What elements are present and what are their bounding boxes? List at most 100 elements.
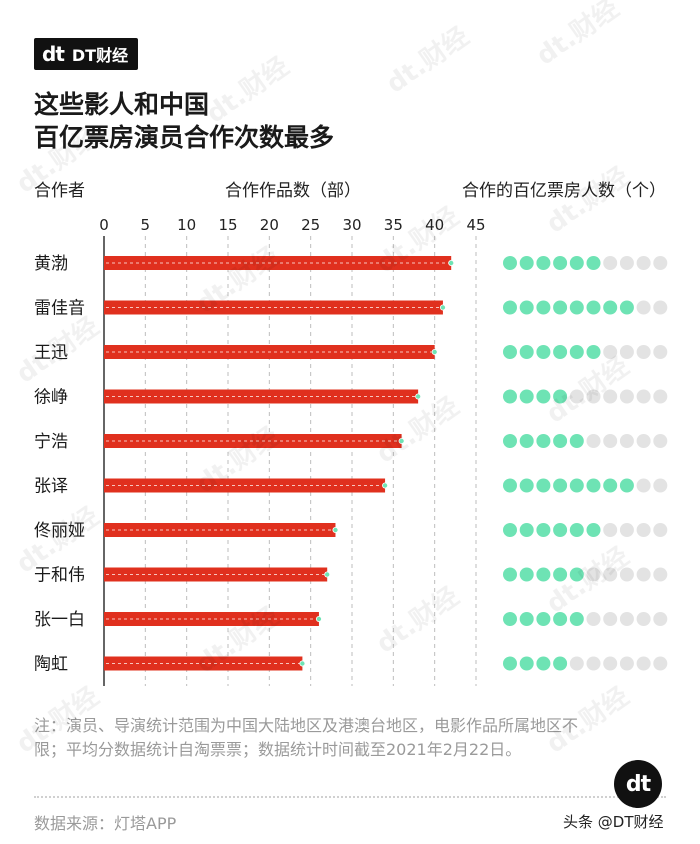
star-count-dot xyxy=(636,567,651,582)
star-count-dot xyxy=(586,567,601,582)
star-count-dot xyxy=(536,256,551,270)
star-count-dot xyxy=(653,612,668,626)
bar-end-marker xyxy=(439,304,446,311)
star-count-dot xyxy=(536,345,551,359)
star-count-dot xyxy=(586,256,601,270)
star-count-dot xyxy=(653,478,668,493)
star-count-dot xyxy=(636,345,651,359)
star-count-dot xyxy=(519,478,534,493)
star-count-dot xyxy=(619,612,634,626)
bar xyxy=(104,300,443,315)
star-count-dot xyxy=(636,434,651,448)
star-count-dot xyxy=(503,389,517,404)
star-count-dot xyxy=(603,567,618,582)
bar-end-marker xyxy=(398,437,405,444)
brand-mark: dt xyxy=(42,42,65,66)
category-label: 张译 xyxy=(34,477,68,497)
star-count-dot xyxy=(653,523,668,537)
brand-logo: dt DT财经 xyxy=(34,38,139,70)
star-count-dot xyxy=(503,300,517,315)
star-count-dot xyxy=(636,523,651,537)
star-count-dot xyxy=(519,523,534,537)
star-count-dot xyxy=(586,300,601,315)
star-count-dot xyxy=(586,434,601,448)
star-count-dot xyxy=(536,434,551,448)
star-count-dot xyxy=(603,656,618,671)
x-tick-label: 45 xyxy=(466,216,485,234)
star-count-dot xyxy=(619,478,634,493)
star-count-dot xyxy=(603,345,618,359)
bar xyxy=(104,612,319,626)
header-works-count: 合作作品数（部） xyxy=(225,181,361,201)
category-label: 宁浩 xyxy=(34,432,68,452)
category-label: 王迅 xyxy=(34,343,68,363)
x-tick-label: 0 xyxy=(99,216,109,234)
star-count-dot xyxy=(569,612,584,626)
category-label: 于和伟 xyxy=(34,566,85,586)
star-count-dot xyxy=(653,567,668,582)
star-count-dot xyxy=(553,434,568,448)
star-count-dot xyxy=(503,256,517,270)
star-count-dot xyxy=(519,389,534,404)
x-tick-label: 15 xyxy=(218,216,237,234)
star-count-dot xyxy=(619,656,634,671)
star-count-dot xyxy=(536,567,551,582)
star-count-dot xyxy=(619,389,634,404)
x-tick-label: 40 xyxy=(425,216,444,234)
star-count-dot xyxy=(653,300,668,315)
star-count-dot xyxy=(569,656,584,671)
star-count-dot xyxy=(536,300,551,315)
star-count-dot xyxy=(586,478,601,493)
title-line-1: 这些影人和中国 xyxy=(34,90,210,119)
star-count-dot xyxy=(603,300,618,315)
category-label: 陶虹 xyxy=(34,655,68,675)
data-source: 数据来源：灯塔APP xyxy=(34,814,177,833)
bar xyxy=(104,389,419,404)
star-count-dot xyxy=(653,656,668,671)
star-count-dot xyxy=(619,523,634,537)
star-count-dot xyxy=(519,256,534,270)
star-count-dot xyxy=(553,523,568,537)
star-count-dot xyxy=(553,478,568,493)
bar-end-marker xyxy=(299,660,306,667)
bar-end-marker xyxy=(315,616,322,623)
x-tick-label: 20 xyxy=(260,216,279,234)
x-tick-label: 25 xyxy=(301,216,320,234)
star-count-dot xyxy=(503,434,517,448)
bar-end-marker xyxy=(382,482,389,489)
star-count-dot xyxy=(636,256,651,270)
star-count-dot xyxy=(603,523,618,537)
star-count-dot xyxy=(503,656,517,671)
star-count-dot xyxy=(653,345,668,359)
star-count-dot xyxy=(636,389,651,404)
dt-badge-logo: dt xyxy=(614,760,662,808)
star-count-dot xyxy=(603,434,618,448)
star-count-dot xyxy=(636,656,651,671)
star-count-dot xyxy=(603,478,618,493)
star-count-dot xyxy=(603,256,618,270)
star-count-dot xyxy=(619,345,634,359)
category-label: 佟丽娅 xyxy=(34,521,85,541)
star-count-dot xyxy=(519,345,534,359)
star-count-dot xyxy=(603,612,618,626)
category-label: 张一白 xyxy=(34,610,85,630)
bar-end-marker xyxy=(448,259,455,266)
category-label: 雷佳音 xyxy=(34,299,85,319)
x-tick-label: 30 xyxy=(342,216,361,234)
star-count-dot xyxy=(519,612,534,626)
star-count-dot xyxy=(553,567,568,582)
bar-end-marker xyxy=(415,393,422,400)
star-count-dot xyxy=(586,389,601,404)
star-count-dot xyxy=(536,478,551,493)
chart-title: 这些影人和中国 百亿票房演员合作次数最多 xyxy=(34,88,334,154)
star-count-dot xyxy=(586,612,601,626)
header-star-count: 合作的百亿票房人数（个） xyxy=(462,181,666,201)
star-count-dot xyxy=(503,567,517,582)
star-count-dot xyxy=(553,300,568,315)
bar-end-marker xyxy=(431,348,438,355)
star-count-dot xyxy=(619,300,634,315)
bar-end-marker xyxy=(324,571,331,578)
star-count-dot xyxy=(553,389,568,404)
star-count-dot xyxy=(553,612,568,626)
